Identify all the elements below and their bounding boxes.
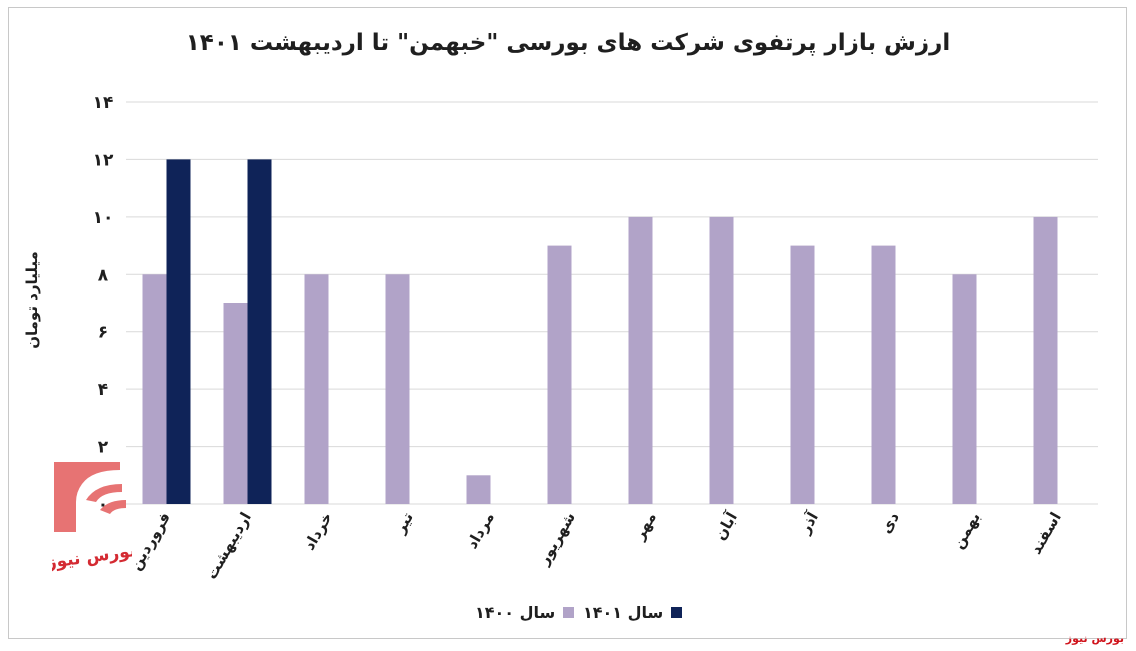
y-tick-label: ۶ (98, 323, 108, 343)
x-tick-label: فروردین (126, 509, 174, 573)
bar-1401 (247, 159, 272, 504)
grid-layer (126, 101, 1098, 505)
x-tick-labels: فروردین اردیبهشت خرداد تیر مرداد شهریور مهر آبا… (126, 508, 1065, 582)
x-tick-label: بهمن (949, 509, 984, 552)
y-tick-label: ۲ (98, 438, 109, 458)
x-tick-label: اردیبهشت (202, 509, 255, 582)
bar-1400 (628, 216, 653, 504)
legend-label-1401: سال ۱۴۰۱ (583, 603, 664, 622)
bar-1400 (466, 475, 491, 504)
x-tick-label: مرداد (463, 509, 498, 552)
x-tick-label: شهریور (534, 509, 579, 569)
bar-1400 (952, 274, 977, 504)
y-tick-labels: ۰ ۲ ۴ ۶ ۸ ۱۰ ۱۲ ۱۴ (93, 93, 114, 515)
x-tick-label: اسفند (1027, 509, 1065, 557)
legend-label-1400: سال ۱۴۰۰ (475, 603, 556, 622)
y-tick-label: ۰ (98, 495, 108, 515)
x-tick-label: آذر (795, 508, 822, 537)
legend-item-1401: سال ۱۴۰۱ (583, 603, 683, 622)
x-tick-label: آبان (711, 508, 742, 543)
x-tick-label: خرداد (300, 509, 336, 553)
bar-1400 (385, 274, 410, 504)
x-tick-label: مهر (630, 509, 660, 544)
bar-1400 (871, 245, 896, 504)
y-tick-label: ۱۴ (93, 93, 114, 113)
legend-swatch-1400 (563, 607, 575, 618)
legend: سال ۱۴۰۰ سال ۱۴۰۱ (0, 603, 1136, 629)
watermark: بورس نیوز (1065, 632, 1124, 645)
bar-1400 (790, 245, 815, 504)
legend-swatch-1401 (671, 607, 683, 618)
y-tick-label: ۱۰ (93, 208, 114, 228)
logo: بورس نیوز (44, 462, 137, 582)
bar-1400 (1033, 216, 1058, 504)
x-tick-label: تیر (390, 509, 417, 537)
bar-1400 (223, 303, 248, 504)
y-axis-label: میلیارد تومان (23, 251, 41, 349)
bar-1400 (547, 245, 572, 504)
bar-1400 (304, 274, 329, 504)
x-tick-label: دی (877, 509, 903, 537)
bar-1401 (166, 159, 191, 504)
bar-1400 (709, 216, 734, 504)
legend-item-1400: سال ۱۴۰۰ (475, 603, 575, 622)
logo-mark: بورس نیوز (44, 462, 137, 573)
bar-1400 (142, 274, 167, 504)
chart-title: ارزش بازار پرتفوی شرکت های بورسی "خبهمن"… (185, 30, 951, 56)
y-tick-label: ۸ (98, 265, 109, 285)
logo-text: بورس نیوز (52, 541, 132, 573)
y-tick-label: ۱۲ (93, 150, 114, 170)
bars-layer (142, 159, 1058, 504)
y-tick-label: ۴ (98, 380, 108, 400)
